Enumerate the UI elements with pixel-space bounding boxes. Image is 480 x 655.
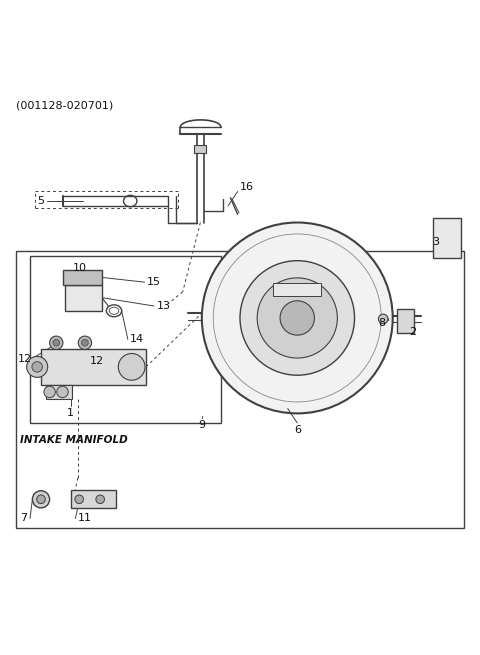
Text: 1: 1 [67, 409, 74, 419]
Text: 5: 5 [37, 196, 44, 206]
Text: 12: 12 [18, 354, 33, 364]
Text: 13: 13 [156, 301, 170, 311]
Circle shape [240, 261, 355, 375]
Bar [63, 271, 102, 284]
Bar [46, 384, 72, 399]
Circle shape [53, 339, 60, 346]
Text: 10: 10 [73, 263, 87, 273]
Circle shape [257, 278, 337, 358]
Circle shape [36, 495, 45, 504]
Text: 2: 2 [409, 328, 417, 337]
Text: INTAKE MANIFOLD: INTAKE MANIFOLD [21, 435, 128, 445]
Text: 7: 7 [21, 514, 28, 523]
Text: 8: 8 [378, 318, 385, 328]
Circle shape [33, 491, 49, 508]
Circle shape [280, 301, 314, 335]
Bar [65, 284, 102, 310]
Text: 16: 16 [240, 181, 254, 192]
Bar [194, 145, 205, 153]
Text: 14: 14 [130, 335, 144, 345]
Circle shape [32, 362, 42, 372]
Circle shape [96, 495, 105, 504]
Circle shape [82, 339, 88, 346]
Circle shape [75, 495, 84, 504]
Bar [30, 256, 221, 423]
Circle shape [27, 356, 48, 377]
Circle shape [57, 386, 68, 398]
Bar [274, 283, 321, 297]
Circle shape [78, 336, 92, 350]
Text: (001128-020701): (001128-020701) [16, 101, 113, 111]
Circle shape [49, 336, 63, 350]
Bar [433, 217, 461, 258]
Circle shape [118, 354, 145, 381]
Text: 6: 6 [294, 425, 301, 435]
Text: 3: 3 [432, 236, 439, 246]
Circle shape [378, 314, 388, 324]
Bar [397, 309, 414, 333]
Text: 9: 9 [198, 421, 205, 430]
Bar [16, 251, 464, 528]
Text: 15: 15 [147, 277, 161, 287]
Circle shape [44, 386, 55, 398]
Bar [41, 349, 146, 384]
Bar [71, 490, 116, 508]
Text: 12: 12 [90, 356, 104, 366]
Circle shape [202, 223, 393, 413]
Text: 11: 11 [78, 514, 92, 523]
